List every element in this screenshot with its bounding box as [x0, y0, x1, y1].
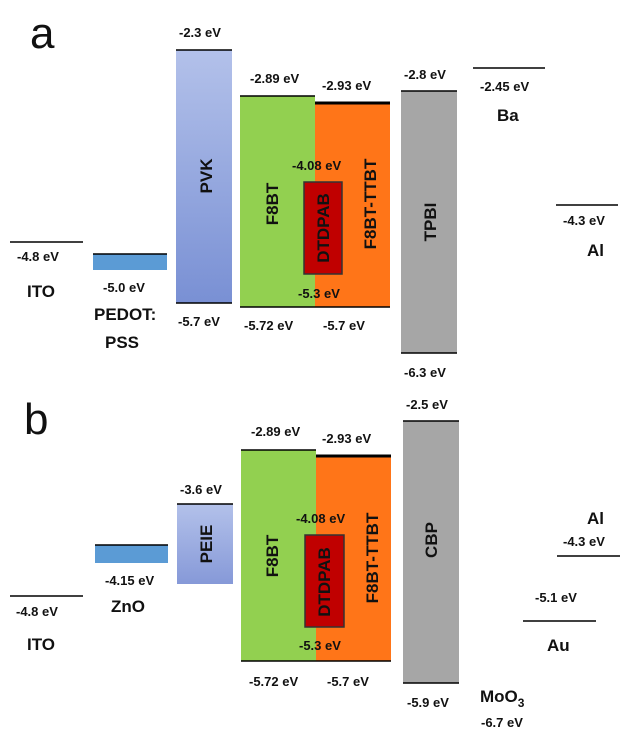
dtdpab-top-label-b: -4.08 eV	[296, 511, 345, 526]
dtdpab-top-label-a: -4.08 eV	[292, 158, 341, 173]
ito-level-label: -4.8 eV	[17, 249, 59, 264]
cbp-bar	[403, 421, 459, 683]
cbp-bottom-label: -5.9 eV	[407, 695, 449, 710]
dtdpab-bottom-label-b: -5.3 eV	[299, 638, 341, 653]
al-level-label-a: -4.3 eV	[563, 213, 605, 228]
f8bt-bottom-label-a: -5.72 eV	[244, 318, 293, 333]
cbp-top-label: -2.5 eV	[406, 397, 448, 412]
f8bt-ttbt-label-b: F8BT-TTBT	[363, 512, 382, 603]
f8bt-bar-b	[241, 450, 316, 661]
dtdpab-bar-b	[304, 534, 345, 628]
dtdpab-bottom-label-a: -5.3 eV	[298, 286, 340, 301]
panel-a: a -4.8 eV ITO -5.0 eV PEDOT: PSS -2.3 eV…	[10, 9, 618, 380]
pedot-bar	[93, 254, 167, 270]
f8bt-bar-a	[240, 96, 315, 307]
panel-label-a: a	[30, 9, 55, 58]
pedot-label-2: PSS	[105, 333, 139, 352]
f8bt-ttbt-top-label-b: -2.93 eV	[322, 431, 371, 446]
au-label: Au	[547, 636, 570, 655]
pedot-label-1: PEDOT:	[94, 305, 156, 324]
f8bt-label-a: F8BT	[263, 182, 282, 225]
zno-level-label: -4.15 eV	[105, 573, 154, 588]
pvk-bottom-label: -5.7 eV	[178, 314, 220, 329]
f8bt-top-label-b: -2.89 eV	[251, 424, 300, 439]
ba-level-label: -2.45 eV	[480, 79, 529, 94]
tpbi-bottom-label: -6.3 eV	[404, 365, 446, 380]
au-level-label: -5.1 eV	[535, 590, 577, 605]
f8bt-ttbt-label-a: F8BT-TTBT	[361, 158, 380, 249]
tpbi-top-label: -2.8 eV	[404, 67, 446, 82]
f8bt-ttbt-bottom-label-b: -5.7 eV	[327, 674, 369, 689]
ito-label-b: ITO	[27, 635, 55, 654]
panel-label-b: b	[24, 395, 48, 444]
pvk-label: PVK	[197, 158, 216, 194]
pvk-bar	[176, 50, 232, 303]
f8bt-ttbt-top-label-a: -2.93 eV	[322, 78, 371, 93]
cbp-label: CBP	[422, 522, 441, 558]
ito-level-label-b: -4.8 eV	[16, 604, 58, 619]
panel-b: b -4.8 eV ITO -4.15 eV ZnO -3.6 eV PEIE …	[10, 395, 620, 730]
peie-label: PEIE	[197, 525, 216, 564]
moo3-level-label: -6.7 eV	[481, 715, 523, 730]
tpbi-bar	[401, 91, 457, 353]
tpbi-label: TPBI	[421, 203, 440, 242]
dtdpab-label-a: DTDPAB	[314, 193, 333, 263]
al-label-b: Al	[587, 509, 604, 528]
peie-top-label: -3.6 eV	[180, 482, 222, 497]
zno-label: ZnO	[111, 597, 145, 616]
f8bt-ttbt-bottom-label-a: -5.7 eV	[323, 318, 365, 333]
peie-bar	[177, 504, 233, 584]
pedot-level-label: -5.0 eV	[103, 280, 145, 295]
moo3-label: MoO3	[480, 687, 525, 710]
pvk-top-label: -2.3 eV	[179, 25, 221, 40]
dtdpab-label-b: DTDPAB	[315, 547, 334, 617]
al-label-a: Al	[587, 241, 604, 260]
f8bt-top-label-a: -2.89 eV	[250, 71, 299, 86]
f8bt-label-b: F8BT	[263, 534, 282, 577]
dtdpab-bar-a	[303, 181, 343, 275]
al-level-label-b: -4.3 eV	[563, 534, 605, 549]
zno-bar	[95, 545, 168, 563]
ito-label: ITO	[27, 282, 55, 301]
f8bt-bottom-label-b: -5.72 eV	[249, 674, 298, 689]
ba-label: Ba	[497, 106, 519, 125]
